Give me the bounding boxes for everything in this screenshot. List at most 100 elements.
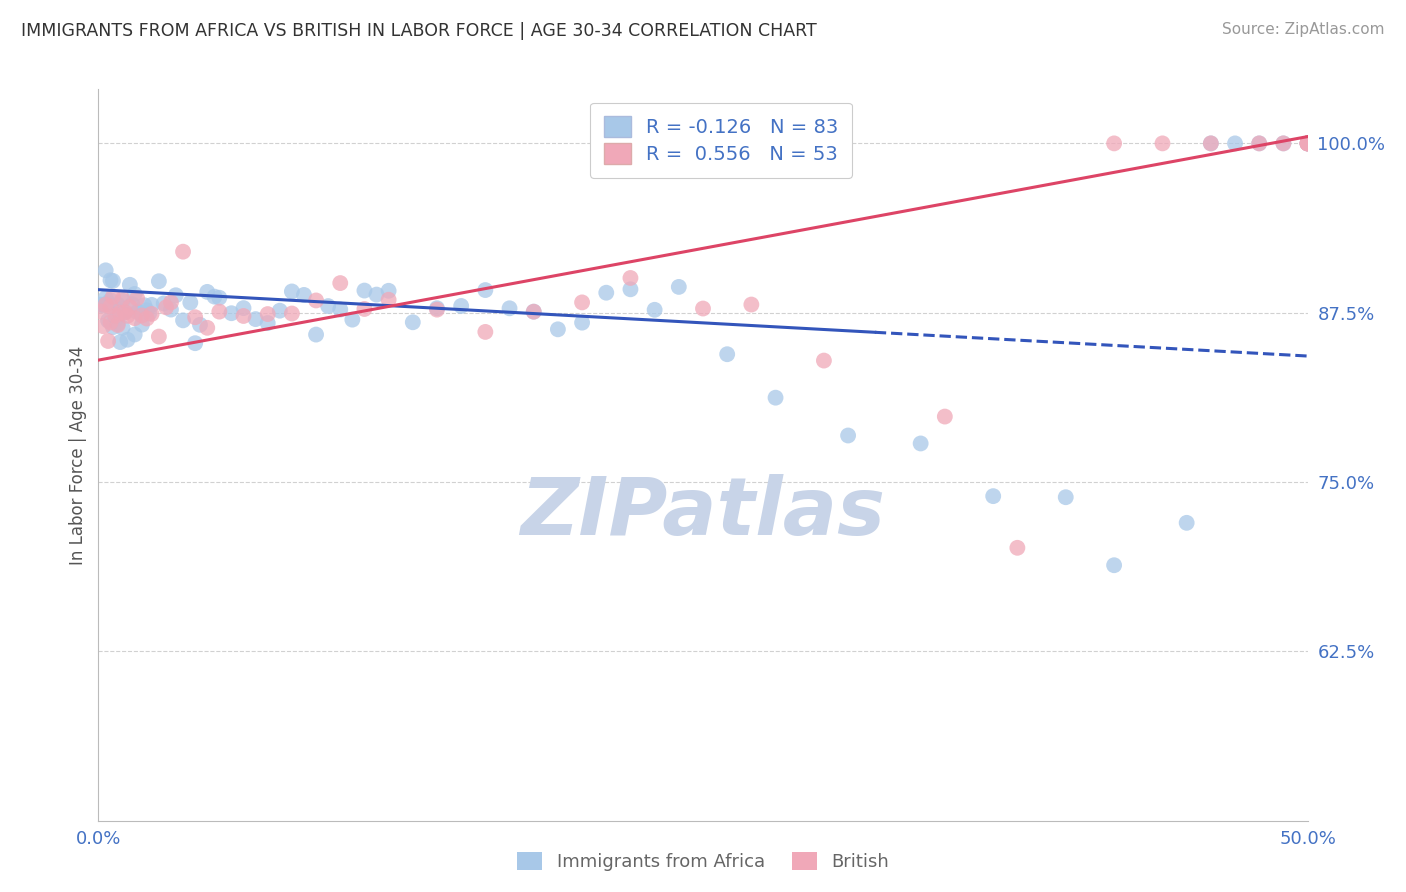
Point bbox=[1296, 136, 1319, 151]
Point bbox=[716, 347, 738, 361]
Point bbox=[281, 306, 304, 320]
Point bbox=[104, 301, 127, 315]
Point bbox=[571, 316, 593, 330]
Point bbox=[108, 335, 131, 350]
Point bbox=[121, 297, 143, 311]
Point bbox=[131, 318, 153, 332]
Point bbox=[138, 306, 160, 320]
Text: Source: ZipAtlas.com: Source: ZipAtlas.com bbox=[1222, 22, 1385, 37]
Point bbox=[1223, 136, 1246, 151]
Point bbox=[124, 327, 146, 342]
Point bbox=[523, 304, 546, 318]
Point bbox=[450, 299, 472, 313]
Point bbox=[118, 277, 141, 292]
Point bbox=[94, 263, 117, 277]
Point bbox=[232, 301, 254, 315]
Point bbox=[934, 409, 956, 424]
Point bbox=[155, 301, 177, 315]
Point bbox=[1102, 136, 1125, 151]
Point bbox=[101, 320, 124, 334]
Legend: Immigrants from Africa, British: Immigrants from Africa, British bbox=[509, 845, 897, 879]
Point bbox=[124, 311, 146, 326]
Point bbox=[118, 300, 141, 314]
Point bbox=[765, 391, 787, 405]
Point bbox=[498, 301, 520, 316]
Point bbox=[474, 325, 496, 339]
Point bbox=[108, 305, 131, 319]
Point bbox=[305, 293, 328, 308]
Point bbox=[1007, 541, 1029, 555]
Point bbox=[1296, 136, 1319, 151]
Point bbox=[547, 322, 569, 336]
Point bbox=[100, 300, 122, 314]
Point bbox=[97, 334, 120, 348]
Point bbox=[221, 306, 243, 320]
Point bbox=[813, 353, 835, 368]
Point bbox=[837, 428, 859, 442]
Point bbox=[1152, 136, 1174, 151]
Point bbox=[101, 290, 124, 304]
Point bbox=[269, 303, 291, 318]
Point bbox=[100, 315, 122, 329]
Point bbox=[329, 276, 352, 290]
Point bbox=[1199, 136, 1222, 151]
Text: ZIPatlas: ZIPatlas bbox=[520, 475, 886, 552]
Point bbox=[256, 307, 278, 321]
Point bbox=[1199, 136, 1222, 151]
Point bbox=[402, 315, 425, 329]
Point bbox=[127, 305, 149, 319]
Point bbox=[619, 271, 641, 285]
Point bbox=[595, 285, 617, 300]
Point bbox=[256, 316, 278, 330]
Point bbox=[94, 298, 117, 312]
Point bbox=[152, 296, 174, 310]
Point bbox=[329, 302, 352, 317]
Point bbox=[377, 284, 399, 298]
Point bbox=[316, 299, 339, 313]
Point bbox=[245, 312, 267, 326]
Point bbox=[426, 301, 449, 316]
Point bbox=[124, 287, 146, 301]
Point bbox=[134, 298, 156, 312]
Point bbox=[111, 293, 134, 308]
Point bbox=[148, 274, 170, 288]
Point bbox=[97, 296, 120, 310]
Point bbox=[1054, 490, 1077, 504]
Point bbox=[141, 298, 163, 312]
Point bbox=[353, 284, 375, 298]
Point bbox=[619, 282, 641, 296]
Point bbox=[1272, 136, 1295, 151]
Point bbox=[114, 305, 136, 319]
Point bbox=[165, 288, 187, 302]
Point bbox=[426, 302, 449, 317]
Point bbox=[114, 305, 136, 319]
Point bbox=[305, 327, 328, 342]
Point bbox=[135, 303, 157, 318]
Point bbox=[1272, 136, 1295, 151]
Point bbox=[90, 304, 112, 318]
Point bbox=[172, 313, 194, 327]
Point bbox=[184, 336, 207, 351]
Point bbox=[910, 436, 932, 450]
Point bbox=[127, 291, 149, 305]
Point bbox=[204, 290, 226, 304]
Point bbox=[91, 298, 114, 312]
Y-axis label: In Labor Force | Age 30-34: In Labor Force | Age 30-34 bbox=[69, 345, 87, 565]
Point bbox=[208, 304, 231, 318]
Point bbox=[104, 309, 127, 323]
Point bbox=[1102, 558, 1125, 573]
Point bbox=[179, 295, 201, 310]
Point bbox=[523, 304, 546, 318]
Point bbox=[668, 280, 690, 294]
Point bbox=[160, 295, 183, 310]
Point bbox=[104, 311, 127, 326]
Point bbox=[111, 320, 134, 334]
Point bbox=[160, 302, 183, 317]
Point bbox=[644, 302, 666, 317]
Point bbox=[100, 293, 122, 308]
Point bbox=[1296, 136, 1319, 151]
Point bbox=[100, 273, 122, 287]
Point bbox=[474, 283, 496, 297]
Point bbox=[128, 305, 150, 319]
Point bbox=[131, 309, 153, 323]
